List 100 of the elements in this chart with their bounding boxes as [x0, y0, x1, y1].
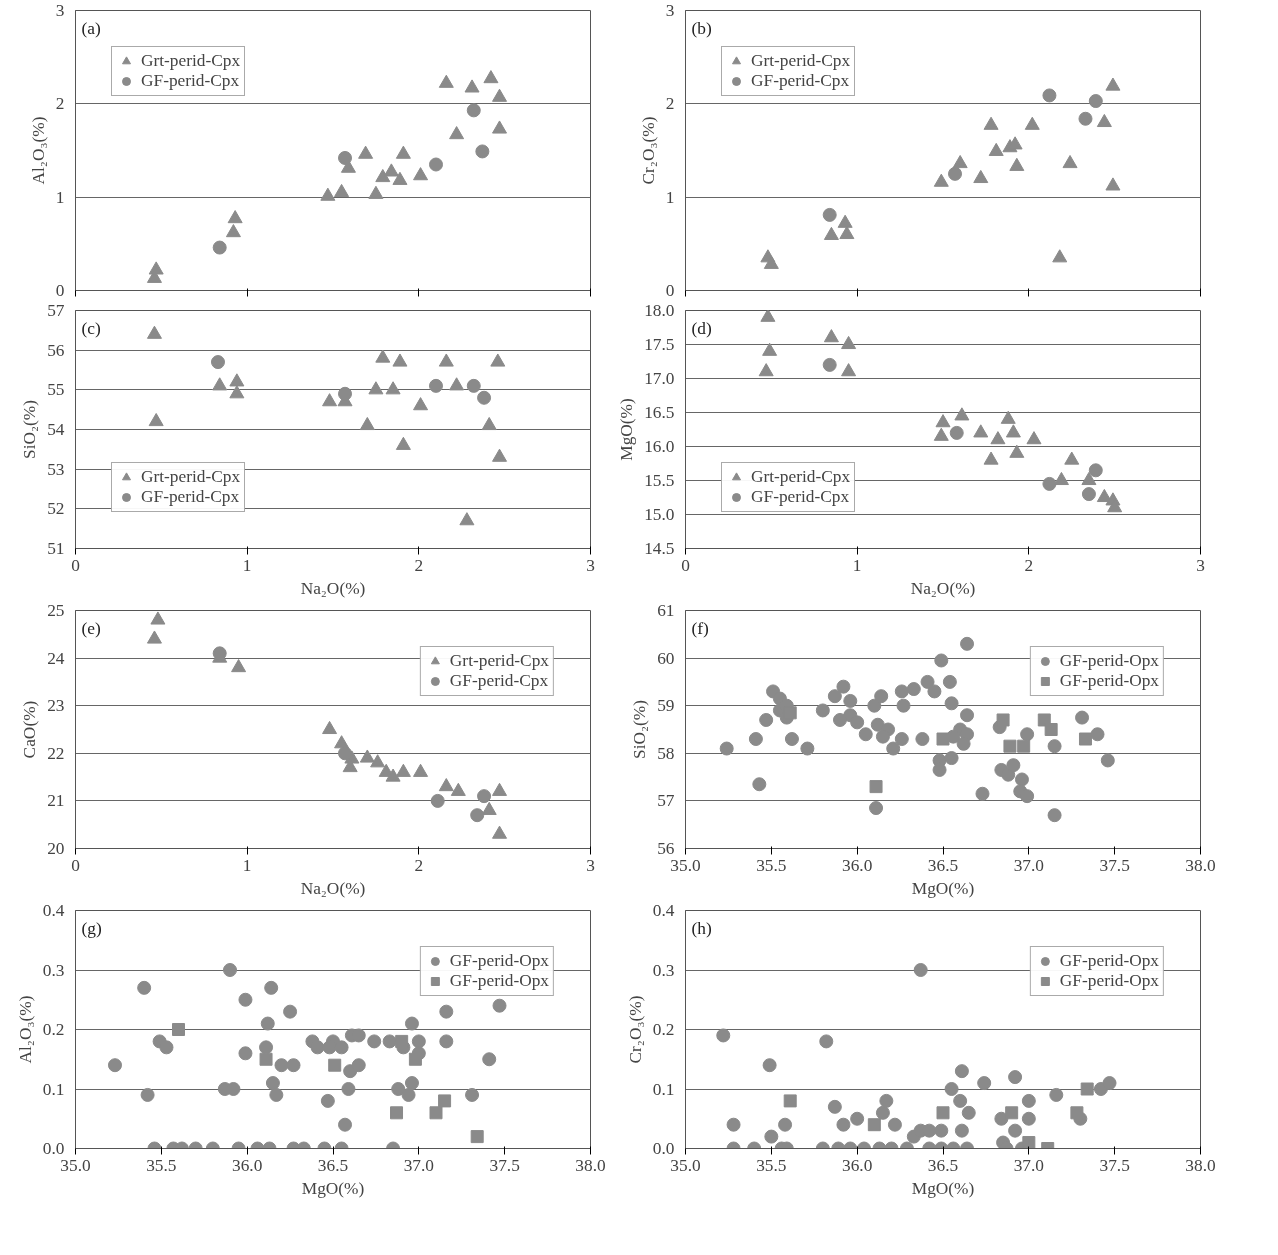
- x-tick-label: 37.5: [489, 1155, 520, 1175]
- y-tick-label: 56: [657, 839, 675, 858]
- x-axis-title: Na₂O(%): [300, 578, 366, 598]
- y-tick-label: 0: [55, 281, 65, 300]
- x-tick-label: 3: [586, 555, 595, 575]
- legend-label: GF-perid-Cpx: [449, 671, 549, 691]
- x-tick-label: 1: [852, 555, 862, 575]
- y-tick-label: 15.5: [644, 471, 675, 490]
- y-tick-label: 52: [47, 499, 65, 519]
- y-tick-label: 2: [55, 94, 65, 114]
- x-tick-label: 0: [681, 555, 690, 575]
- y-tick-label: 0: [665, 281, 675, 300]
- y-tick-label: 57: [47, 301, 65, 320]
- x-tick-label: 3: [586, 855, 595, 875]
- x-tick-label: 1: [242, 555, 252, 575]
- y-tick-label: 0.0: [42, 1139, 65, 1158]
- y-tick-label: 14.5: [644, 539, 675, 558]
- x-tick-label: 0: [71, 555, 80, 575]
- legend-label: Grt-perid-Cpx: [141, 51, 241, 71]
- y-tick-label: 25: [47, 601, 65, 620]
- y-tick-label: 0.0: [652, 1139, 675, 1158]
- x-tick-label: 36.0: [842, 855, 873, 875]
- legend-label: Grt-perid-Cpx: [141, 467, 241, 487]
- annotation: (b): [691, 18, 712, 38]
- y-tick-label: 22: [47, 743, 65, 763]
- legend-label: Grt-perid-Cpx: [449, 651, 549, 671]
- y-tick-label: 16.0: [644, 437, 675, 456]
- y-tick-label: 0.3: [652, 960, 675, 980]
- x-tick-label: 3: [1196, 555, 1205, 575]
- x-tick-label: 38.0: [575, 1155, 606, 1175]
- x-tick-label: 35.5: [756, 855, 787, 875]
- y-axis-title: SiO₂(%): [630, 699, 650, 759]
- x-axis-title: Na₂O(%): [910, 578, 976, 598]
- legend-label: GF-perid-Opx: [1059, 671, 1159, 691]
- legend-label: GF-perid-Opx: [1059, 971, 1159, 991]
- y-tick-label: 56: [47, 340, 65, 360]
- annotation: (f): [691, 618, 710, 638]
- x-tick-label: 36.0: [842, 1155, 873, 1175]
- y-axis-title: MgO(%): [617, 397, 637, 461]
- x-tick-label: 36.5: [927, 1155, 959, 1175]
- x-tick-label: 35.0: [670, 1155, 701, 1175]
- y-tick-label: 3: [55, 1, 65, 20]
- y-axis-title: Cr₂O₃(%): [625, 995, 645, 1064]
- y-tick-label: 1: [55, 187, 65, 207]
- y-tick-label: 18.0: [644, 301, 675, 320]
- y-tick-label: 0.4: [42, 901, 65, 920]
- x-tick-label: 2: [414, 855, 424, 875]
- x-axis-title: MgO(%): [911, 878, 975, 898]
- y-tick-label: 23: [47, 696, 65, 716]
- y-tick-label: 21: [47, 791, 65, 811]
- y-tick-label: 55: [47, 380, 65, 400]
- x-tick-label: 38.0: [1185, 855, 1216, 875]
- y-axis-title: SiO₂(%): [20, 399, 40, 459]
- x-tick-label: 37.0: [1013, 855, 1044, 875]
- y-tick-label: 59: [657, 696, 675, 716]
- y-tick-label: 1: [665, 187, 675, 207]
- y-tick-label: 60: [657, 648, 675, 668]
- y-tick-label: 0.2: [652, 1020, 675, 1039]
- x-tick-label: 35.5: [756, 1155, 787, 1175]
- y-tick-label: 0.2: [42, 1020, 65, 1039]
- x-tick-label: 37.0: [403, 1155, 434, 1175]
- y-axis-title: Cr₂O₃(%): [638, 116, 658, 185]
- y-tick-label: 20: [47, 839, 65, 858]
- y-tick-label: 53: [47, 459, 65, 479]
- y-tick-label: 0.1: [652, 1079, 675, 1099]
- y-tick-label: 16.5: [644, 403, 675, 422]
- x-tick-label: 37.0: [1013, 1155, 1044, 1175]
- x-tick-label: 36.5: [927, 855, 959, 875]
- legend-label: GF-perid-Cpx: [141, 71, 240, 91]
- legend-label: GF-perid-Cpx: [141, 487, 240, 507]
- y-tick-label: 2: [665, 94, 675, 114]
- x-tick-label: 0: [71, 855, 80, 875]
- legend-label: GF-perid-Opx: [449, 951, 549, 971]
- y-tick-label: 58: [657, 743, 675, 763]
- legend-label: Grt-perid-Cpx: [751, 467, 851, 487]
- x-tick-label: 2: [414, 555, 424, 575]
- x-axis-title: Na₂O(%): [300, 878, 366, 898]
- y-tick-label: 17.0: [644, 369, 675, 388]
- x-tick-label: 37.5: [1099, 855, 1130, 875]
- x-tick-label: 35.0: [60, 1155, 91, 1175]
- x-tick-label: 37.5: [1099, 1155, 1130, 1175]
- x-tick-label: 1: [242, 855, 252, 875]
- annotation: (c): [81, 318, 101, 338]
- y-tick-label: 54: [47, 420, 65, 439]
- y-axis-title: CaO(%): [20, 700, 40, 759]
- y-tick-label: 0.3: [42, 960, 65, 980]
- x-tick-label: 2: [1024, 555, 1034, 575]
- y-tick-label: 17.5: [644, 335, 675, 354]
- legend-label: Grt-perid-Cpx: [751, 51, 851, 71]
- y-tick-label: 61: [657, 601, 675, 620]
- y-tick-label: 57: [657, 791, 675, 811]
- x-axis-title: MgO(%): [911, 1178, 975, 1198]
- y-tick-label: 3: [665, 1, 675, 20]
- x-tick-label: 36.5: [317, 1155, 349, 1175]
- x-tick-label: 38.0: [1185, 1155, 1216, 1175]
- annotation: (a): [81, 18, 101, 38]
- annotation: (e): [81, 618, 101, 638]
- y-tick-label: 24: [47, 648, 65, 668]
- x-tick-label: 36.0: [232, 1155, 263, 1175]
- annotation: (d): [691, 318, 712, 338]
